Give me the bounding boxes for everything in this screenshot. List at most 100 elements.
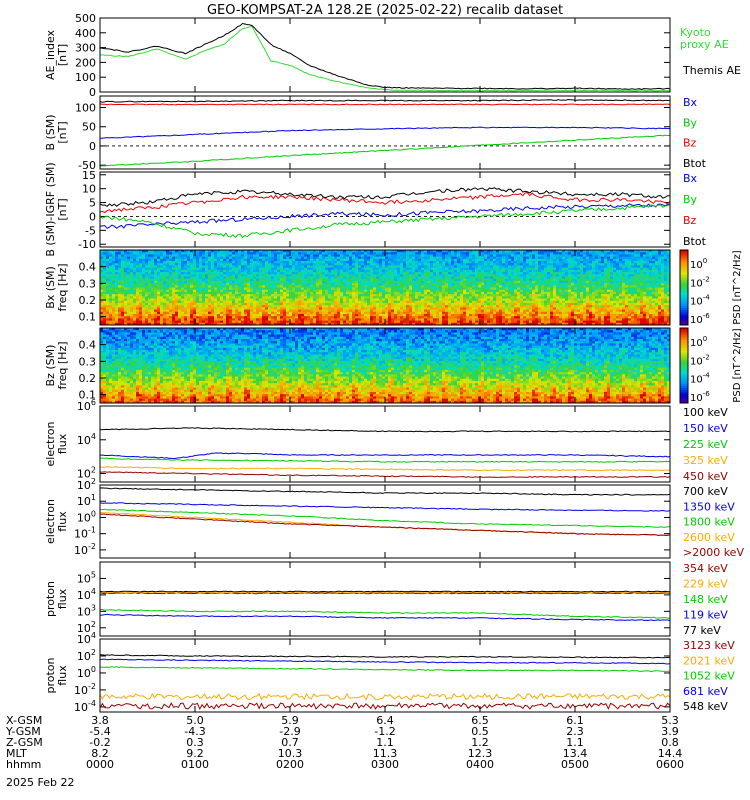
time-row-value: 0.7 (281, 736, 299, 749)
series-line-148-kev (99, 608, 671, 619)
time-row-value: -1.2 (374, 725, 395, 738)
time-row-value: -5.4 (89, 725, 110, 738)
time-row-value: 11.3 (373, 747, 398, 760)
time-row-value: -2.9 (279, 725, 300, 738)
legend-entry: Bz (683, 214, 697, 227)
series-line-119-kev (100, 613, 671, 622)
series-line-681-kev (99, 658, 671, 665)
y-axis-label: flux (56, 433, 69, 454)
time-row-value: 13.4 (563, 747, 588, 760)
heatmap-cells (100, 250, 671, 326)
series-line-77-kev (99, 590, 671, 593)
panel-frame (99, 171, 671, 248)
time-row-value: 0000 (86, 758, 114, 771)
y-axis-label: Bz (SM) (44, 345, 57, 387)
legend-entry: By (683, 116, 698, 129)
legend-entry: 148 keV (683, 593, 728, 606)
y-tick-label: 102 (77, 648, 96, 663)
panel-frame (99, 638, 671, 713)
panel-frame (99, 484, 671, 559)
y-axis-label: proton (44, 581, 57, 617)
time-row-value: 10.3 (278, 747, 303, 760)
y-tick-label: 500 (75, 12, 96, 25)
legend-entry: 77 keV (683, 624, 721, 637)
colorbar-tick-label: 10-2 (690, 275, 710, 289)
y-tick-label: 104 (77, 587, 96, 602)
y-axis-label: electron (44, 499, 57, 544)
legend-entry: 354 keV (683, 562, 728, 575)
time-row-value: 0.5 (471, 725, 489, 738)
y-axis-label: B (SM) (44, 114, 57, 150)
time-row-value: 5.3 (661, 714, 679, 727)
series-line-by (99, 203, 671, 239)
y-tick-label: 10-4 (74, 699, 96, 714)
legend-entry: 100 keV (683, 406, 728, 419)
colorbar (679, 249, 689, 326)
time-row-value: 0.8 (661, 736, 679, 749)
time-row-value: 0600 (656, 758, 684, 771)
y-tick-label: 0.3 (79, 277, 97, 290)
time-row-value: 6.1 (566, 714, 584, 727)
legend-entry: 1052 keV (683, 670, 735, 683)
y-axis-label: [nT] (56, 121, 69, 143)
series-line-btot (99, 187, 671, 208)
legend-entry: Btot (683, 235, 707, 248)
time-row-value: 1.2 (471, 736, 489, 749)
y-axis-label: flux (56, 588, 69, 609)
time-row-value: 0200 (276, 758, 304, 771)
series-line-1800-kev (99, 508, 671, 528)
time-row-value: 2.3 (566, 725, 584, 738)
time-row-value: 0500 (561, 758, 589, 771)
colorbar-label: PSD [nT^2/Hz] (732, 328, 743, 402)
y-tick-label: 0.2 (79, 372, 97, 385)
series-line-kyoto-proxy-ae (99, 26, 670, 92)
colorbar-tick-label: 10-4 (690, 372, 710, 386)
series-line--2000-kev (99, 513, 671, 537)
time-axis-table: X-GSM 3.8 5.0 5.9 6.4 6.5 6.1 5.3 Y-GSM -5.4 -4.3 -… (5, 714, 684, 771)
date-label: 2025 Feb 22 (6, 776, 74, 789)
colorbar-tick-label: 100 (690, 335, 707, 349)
legend-entry: 2021 keV (683, 654, 735, 667)
y-tick-label: 100 (77, 665, 96, 680)
time-row-value: 14.4 (658, 747, 683, 760)
legend-entry: 3123 keV (683, 639, 735, 652)
time-row-value: 1.1 (376, 736, 394, 749)
y-axis-label: Bx (SM) (44, 266, 57, 309)
y-tick-label: 0 (89, 140, 96, 153)
series-line-1052-kev (99, 666, 671, 673)
colorbar-tick-label: 100 (690, 257, 707, 271)
y-tick-label: 400 (75, 27, 96, 40)
panel-frame (99, 17, 671, 93)
y-axis-label: B (SM)-IGRF (SM) (44, 162, 57, 256)
y-tick-label: 104 (77, 432, 96, 447)
y-axis-label: flux (56, 665, 69, 686)
legend-entry: Bz (683, 137, 697, 150)
y-tick-label: 300 (75, 42, 96, 55)
legend-entry: 225 keV (683, 438, 728, 451)
y-tick-label: 10 (82, 183, 96, 196)
time-row-value: -0.2 (89, 736, 110, 749)
time-row-value: 0300 (371, 758, 399, 771)
series-line-548-kev (99, 654, 671, 659)
series-line-by (99, 134, 671, 167)
legend-entry: 681 keV (683, 685, 728, 698)
series-line-2600-kev (99, 511, 671, 536)
y-tick-label: 102 (77, 466, 96, 481)
time-row-value: 3.9 (661, 725, 679, 738)
time-row-value: 6.5 (471, 714, 489, 727)
y-tick-label: 200 (75, 56, 96, 69)
colorbar-label: PSD [nT^2/Hz] (732, 250, 743, 324)
y-tick-label: 5 (89, 197, 96, 210)
time-row-value: -4.3 (184, 725, 205, 738)
series-line-bz (99, 103, 671, 106)
legend-entry: 1800 keV (683, 516, 735, 529)
y-axis-label: freq [Hz] (56, 263, 69, 311)
legend-entry: 119 keV (683, 609, 728, 622)
y-tick-label: 50 (82, 121, 96, 134)
y-tick-label: 0 (89, 86, 96, 99)
y-tick-label: 106 (77, 398, 96, 413)
panel-bz_psd: 0.1 0.2 0.3 0.4 100 10-2 10-4 10-6 PSD [nT^2/Hz]… (44, 327, 743, 404)
panel-frame (99, 561, 671, 637)
